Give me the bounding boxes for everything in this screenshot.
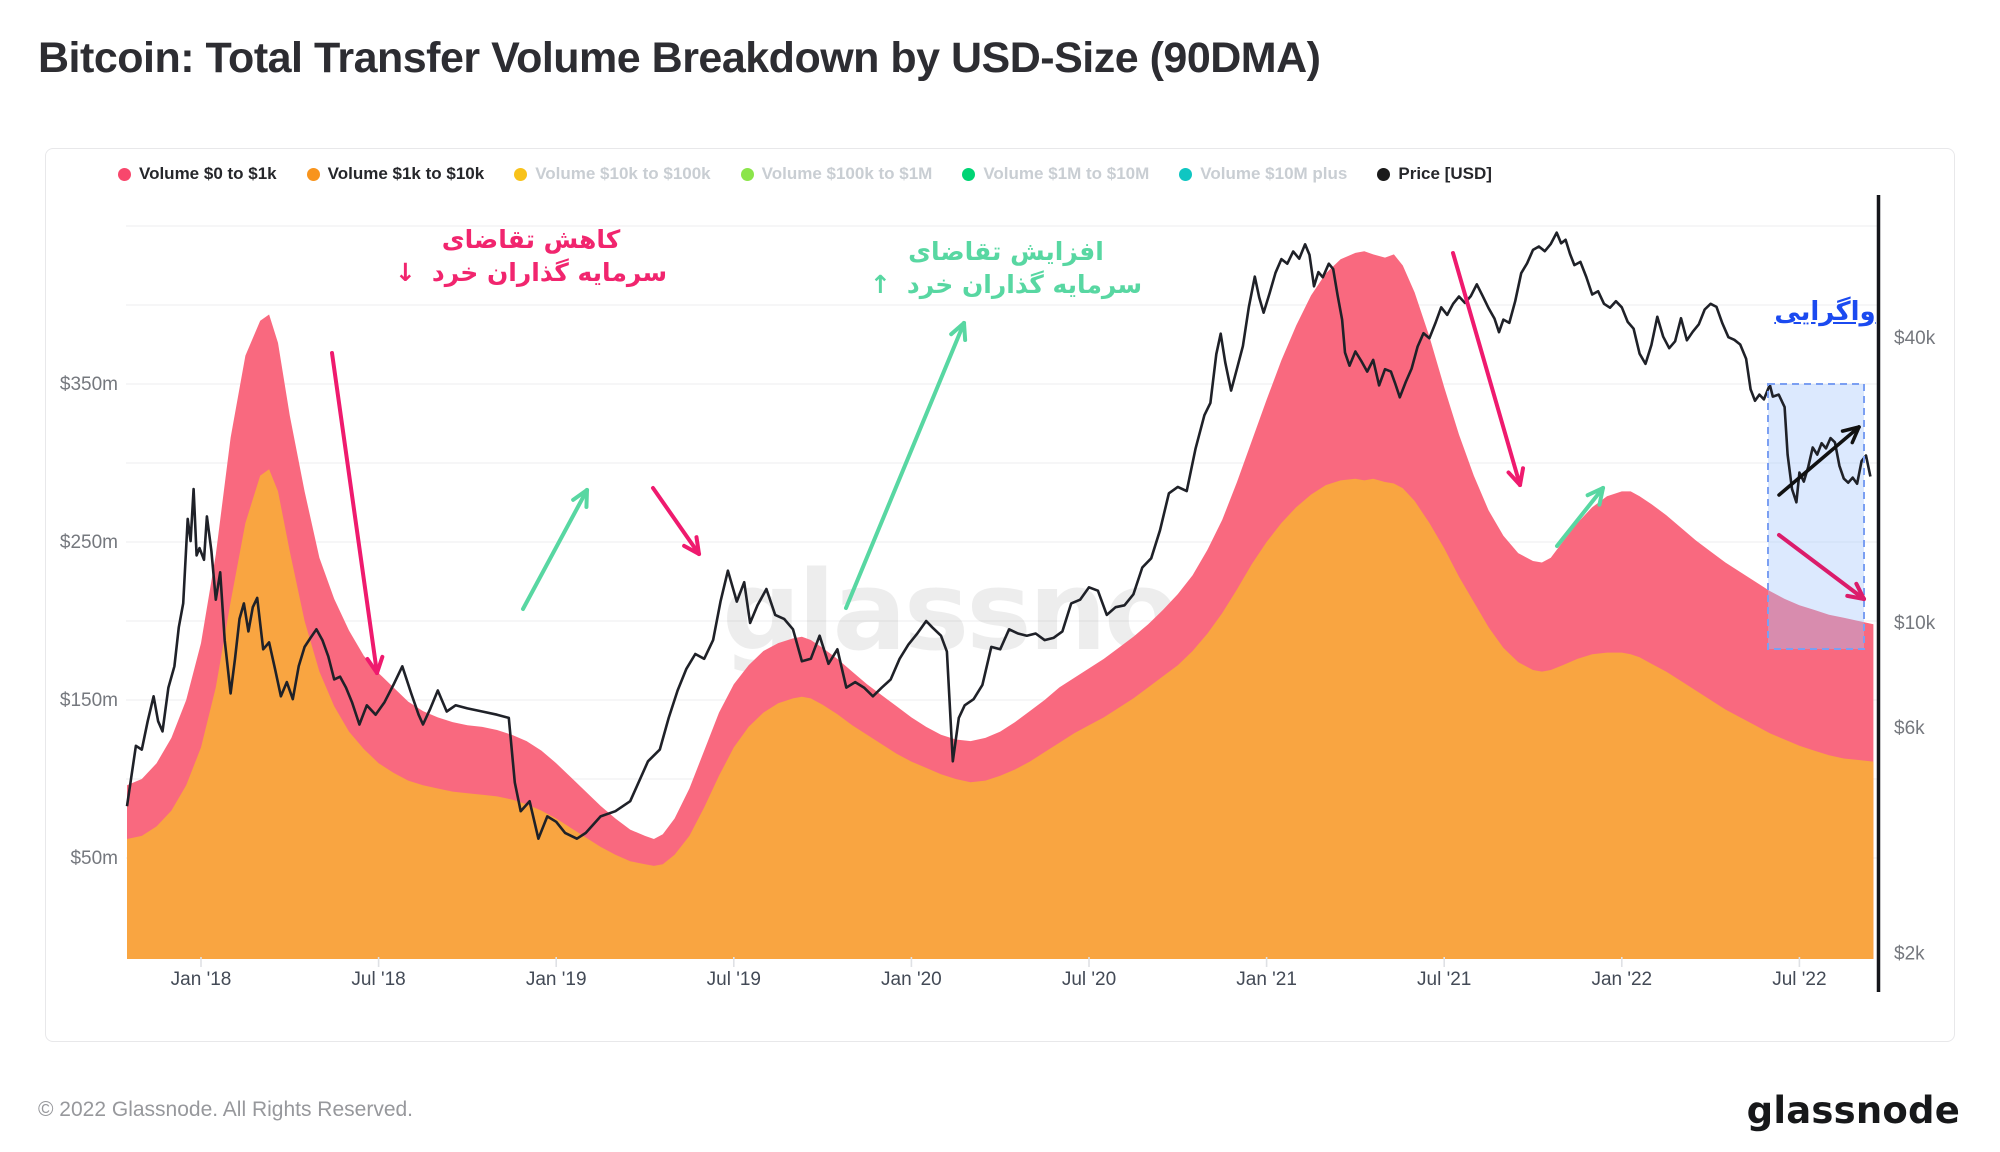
x-axis-tick: Jan '22 (1591, 969, 1652, 990)
legend-dot-icon (962, 167, 976, 181)
annotation-arrow (330, 351, 385, 675)
divergence-highlight-fill (1768, 384, 1864, 649)
x-axis-tick: Jan '18 (171, 969, 232, 990)
legend-label: Price [USD] (1398, 164, 1492, 183)
legend-item-6[interactable]: Price [USD] (1377, 164, 1492, 184)
x-axis-tick: Jan '20 (881, 969, 942, 990)
legend-item-2[interactable]: Volume $10k to $100k (514, 164, 711, 184)
legend-item-0[interactable]: Volume $0 to $1k (118, 164, 277, 184)
divergence-highlight-box (1767, 383, 1865, 650)
legend-item-1[interactable]: Volume $1k to $10k (306, 164, 485, 184)
legend-dot-icon (1377, 167, 1391, 181)
annotation-line1: کاهش تقاضای (441, 225, 621, 254)
x-axis-tick: Jan '19 (526, 969, 587, 990)
legend-dot-icon (1179, 167, 1193, 181)
x-axis-tick: Jan '21 (1236, 969, 1297, 990)
legend-dot-icon (306, 167, 320, 181)
annotation-retail-decrease: کاهش تقاضای ↓ سرمایه گذاران خرد (376, 223, 686, 289)
legend-dot-icon (118, 167, 131, 181)
right-axis-tick: $10k (1894, 613, 1936, 634)
chart-card: Volume $0 to $1k Volume $1k to $10k Volume… (45, 148, 1955, 1042)
legend-label: Volume $10k to $100k (535, 164, 711, 183)
annotation-line2: سرمایه گذاران خرد (906, 270, 1143, 299)
legend-label: Volume $0 to $1k (139, 164, 277, 183)
down-arrow-glyph: ↓ (394, 258, 416, 287)
annotation-arrow (1777, 425, 1861, 497)
legend-label: Volume $1k to $10k (327, 164, 485, 183)
page-footer: © 2022 Glassnode. All Rights Reserved. g… (0, 1082, 2000, 1138)
up-arrow-glyph: ↑ (869, 270, 891, 299)
x-axis-tick: Jul '18 (351, 969, 405, 990)
legend-dot-icon (740, 167, 754, 181)
x-axis-tick: Jul '19 (707, 969, 761, 990)
legend-item-5[interactable]: Volume $10M plus (1179, 164, 1347, 184)
copyright-text: © 2022 Glassnode. All Rights Reserved. (38, 1098, 414, 1121)
annotation-retail-increase: افزایش تقاضای ↑ سرمایه گذاران خرد (846, 235, 1166, 301)
left-axis-tick: $250m (60, 532, 118, 553)
price-line (125, 231, 1872, 840)
chart-canvas[interactable]: glassnode$350m$250m$150m$50m$40k$10k$6k$… (46, 149, 1954, 1041)
annotation-arrow (521, 488, 589, 611)
legend-label: Volume $1M to $10M (983, 164, 1150, 183)
right-axis-tick: $40k (1894, 328, 1936, 349)
legend-item-3[interactable]: Volume $100k to $1M (740, 164, 933, 184)
right-axis-tick: $2k (1894, 944, 1925, 965)
chart-legend: Volume $0 to $1k Volume $1k to $10k Volume… (118, 164, 1492, 184)
annotation-arrow (1451, 251, 1526, 487)
annotation-arrow (1555, 486, 1605, 548)
legend-dot-icon (514, 167, 528, 181)
annotation-arrow (844, 321, 968, 610)
x-axis-tick: Jul '21 (1417, 969, 1471, 990)
annotation-arrow (1777, 533, 1866, 601)
right-axis-tick: $6k (1894, 718, 1925, 739)
left-axis-tick: $150m (60, 690, 118, 711)
left-axis-tick: $350m (60, 374, 118, 395)
page-title: Bitcoin: Total Transfer Volume Breakdown… (38, 34, 1321, 82)
chart-area[interactable]: glassnode $350m $250m $150m $50m $40k $10k $6k $… (46, 149, 1954, 1041)
x-axis-tick: Jul '20 (1062, 969, 1116, 990)
annotation-divergence-link[interactable]: واگرایی (1774, 297, 1876, 327)
left-axis-tick: $50m (70, 848, 118, 869)
area-volume-1k-10k (127, 469, 1874, 959)
legend-item-4[interactable]: Volume $1M to $10M (962, 164, 1149, 184)
legend-label: Volume $10M plus (1200, 164, 1348, 183)
legend-label: Volume $100k to $1M (761, 164, 933, 183)
annotation-arrow (651, 486, 701, 556)
x-axis-tick: Jul '22 (1772, 969, 1826, 990)
annotation-line2: سرمایه گذاران خرد (431, 258, 668, 287)
annotation-line1: افزایش تقاضای (908, 237, 1104, 266)
glassnode-logo: glassnode (1746, 1088, 1960, 1132)
